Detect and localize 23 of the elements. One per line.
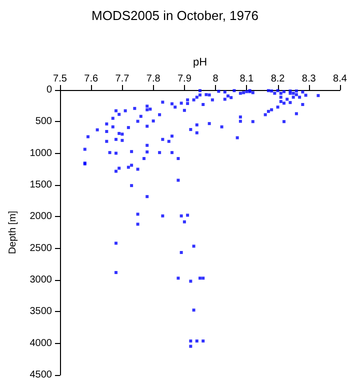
y-tick-label: 4000 (30, 338, 52, 349)
chart-title: MODS2005 in October, 1976 (92, 8, 258, 23)
y-tick-label: 0 (46, 84, 52, 96)
y-tick-label: 3000 (30, 274, 52, 286)
y-tick-label: 1500 (30, 180, 52, 190)
y-tick-label: 500 (35, 116, 52, 128)
y-axis-title: Depth [m] (8, 210, 18, 254)
x-tick-label: 7.9 (177, 74, 192, 84)
y-tick-label: 4500 (30, 370, 52, 380)
x-axis-title: pH (192, 56, 208, 68)
y-tick-label: 1000 (30, 148, 52, 159)
y-tick-label: 2000 (30, 211, 52, 222)
x-tick-label: 8.4 (333, 74, 348, 84)
x-tick-label: 7.7 (115, 74, 130, 84)
x-tick-label: 8.2 (270, 74, 286, 84)
x-tick-label: 8.3 (302, 74, 316, 84)
x-tick-label: 8 (212, 74, 219, 84)
x-tick-label: 8.1 (240, 74, 254, 84)
y-tick-label: 2500 (30, 242, 52, 254)
y-tick-label: 3500 (30, 306, 52, 318)
x-tick-label: 7.6 (84, 74, 98, 84)
x-tick-label: 7.5 (53, 74, 68, 84)
x-tick-label: 7.8 (146, 74, 161, 84)
